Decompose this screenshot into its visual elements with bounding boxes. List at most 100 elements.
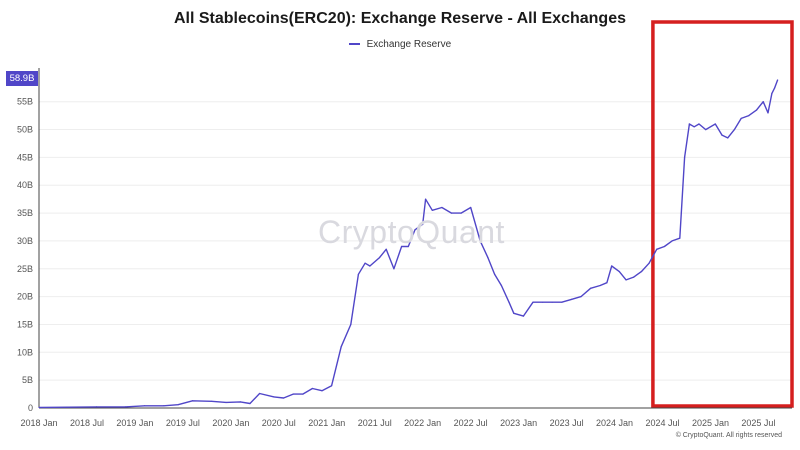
data-point[interactable] — [500, 284, 502, 287]
chart-title: All Stablecoins(ERC20): Exchange Reserve… — [173, 10, 626, 27]
data-point[interactable] — [679, 237, 681, 239]
data-point[interactable] — [283, 397, 285, 399]
data-point[interactable] — [239, 401, 242, 403]
y-tick-label: 20B — [17, 292, 33, 302]
data-point[interactable] — [311, 387, 313, 390]
y-tick-label: 5B — [22, 375, 33, 385]
data-point[interactable] — [522, 315, 525, 317]
data-point[interactable] — [67, 406, 69, 408]
data-point[interactable] — [671, 240, 673, 242]
data-point[interactable] — [580, 296, 582, 298]
data-point[interactable] — [273, 396, 275, 398]
data-point[interactable] — [470, 206, 472, 209]
x-tick-label: 2019 Jul — [166, 418, 200, 428]
data-point[interactable] — [633, 276, 635, 278]
data-point[interactable] — [487, 257, 489, 259]
data-point[interactable] — [321, 390, 323, 392]
data-point[interactable] — [124, 406, 126, 408]
data-point[interactable] — [508, 301, 510, 303]
data-point[interactable] — [648, 262, 650, 264]
data-point[interactable] — [606, 282, 608, 284]
y-tick-label: 35B — [17, 208, 33, 218]
data-point[interactable] — [191, 400, 194, 402]
y-tick-label: 15B — [17, 319, 33, 329]
data-point[interactable] — [450, 212, 453, 214]
data-point[interactable] — [570, 298, 572, 301]
data-point[interactable] — [755, 109, 758, 111]
data-point[interactable] — [357, 273, 360, 275]
data-point[interactable] — [350, 323, 352, 326]
data-point[interactable] — [163, 405, 165, 407]
data-point[interactable] — [611, 265, 613, 267]
data-point[interactable] — [705, 128, 707, 131]
data-point[interactable] — [431, 209, 433, 211]
y-tick-label: 50B — [17, 125, 33, 135]
data-point[interactable] — [599, 284, 601, 287]
data-point[interactable] — [727, 137, 729, 139]
data-point[interactable] — [340, 346, 342, 348]
data-point[interactable] — [771, 92, 773, 94]
data-point[interactable] — [698, 123, 700, 125]
gridlines — [39, 101, 792, 381]
legend[interactable]: Exchange Reserve — [0, 39, 800, 50]
series-layer — [38, 79, 779, 409]
data-point[interactable] — [441, 206, 443, 209]
data-point[interactable] — [479, 240, 481, 242]
data-point[interactable] — [714, 123, 716, 125]
data-point[interactable] — [225, 401, 227, 404]
data-point[interactable] — [762, 101, 764, 103]
data-point[interactable] — [693, 126, 695, 128]
data-point[interactable] — [663, 245, 666, 248]
data-point[interactable] — [513, 312, 515, 314]
data-point[interactable] — [369, 265, 371, 267]
data-point[interactable] — [494, 273, 496, 275]
data-point[interactable] — [422, 223, 424, 225]
data-point[interactable] — [302, 393, 304, 395]
data-point[interactable] — [378, 257, 381, 259]
data-point[interactable] — [551, 301, 553, 303]
data-point[interactable] — [777, 79, 779, 81]
data-point[interactable] — [640, 270, 643, 273]
data-point[interactable] — [589, 287, 592, 289]
data-point[interactable] — [177, 404, 179, 406]
copyright-notice: © CryptoQuant. All rights reserved — [675, 432, 782, 439]
data-point[interactable] — [211, 400, 213, 402]
data-point[interactable] — [561, 301, 563, 303]
data-point[interactable] — [143, 405, 146, 407]
data-point[interactable] — [95, 406, 98, 408]
data-point[interactable] — [541, 301, 544, 303]
data-point[interactable] — [721, 134, 723, 136]
x-tick-label: 2023 Jan — [500, 418, 537, 428]
data-point[interactable] — [330, 385, 333, 387]
data-point[interactable] — [38, 406, 40, 409]
data-point[interactable] — [656, 248, 658, 250]
data-point[interactable] — [688, 123, 690, 125]
data-point[interactable] — [460, 212, 462, 214]
data-point[interactable] — [259, 392, 261, 395]
x-tick-label: 2021 Jan — [308, 418, 345, 428]
data-point[interactable] — [733, 128, 736, 131]
data-point[interactable] — [532, 301, 534, 303]
data-point[interactable] — [748, 115, 750, 117]
legend-label: Exchange Reserve — [366, 39, 452, 50]
x-tick-label: 2024 Jul — [645, 418, 679, 428]
data-point[interactable] — [740, 117, 742, 120]
data-point[interactable] — [385, 248, 387, 250]
x-tick-label: 2018 Jul — [70, 418, 104, 428]
data-point[interactable] — [407, 245, 409, 248]
data-point[interactable] — [393, 268, 395, 270]
data-point[interactable] — [424, 198, 427, 200]
data-point[interactable] — [683, 156, 686, 159]
y-tick-label: 45B — [17, 152, 33, 162]
data-point[interactable] — [774, 87, 776, 89]
data-point[interactable] — [414, 229, 416, 231]
x-tick-label: 2021 Jul — [358, 418, 392, 428]
data-point[interactable] — [625, 279, 627, 281]
data-point[interactable] — [292, 393, 294, 395]
data-point[interactable] — [618, 270, 620, 273]
y-tick-label: 40B — [17, 180, 33, 190]
data-point[interactable] — [767, 112, 769, 114]
data-point[interactable] — [249, 402, 251, 405]
data-point[interactable] — [364, 262, 366, 264]
data-point[interactable] — [400, 245, 403, 248]
